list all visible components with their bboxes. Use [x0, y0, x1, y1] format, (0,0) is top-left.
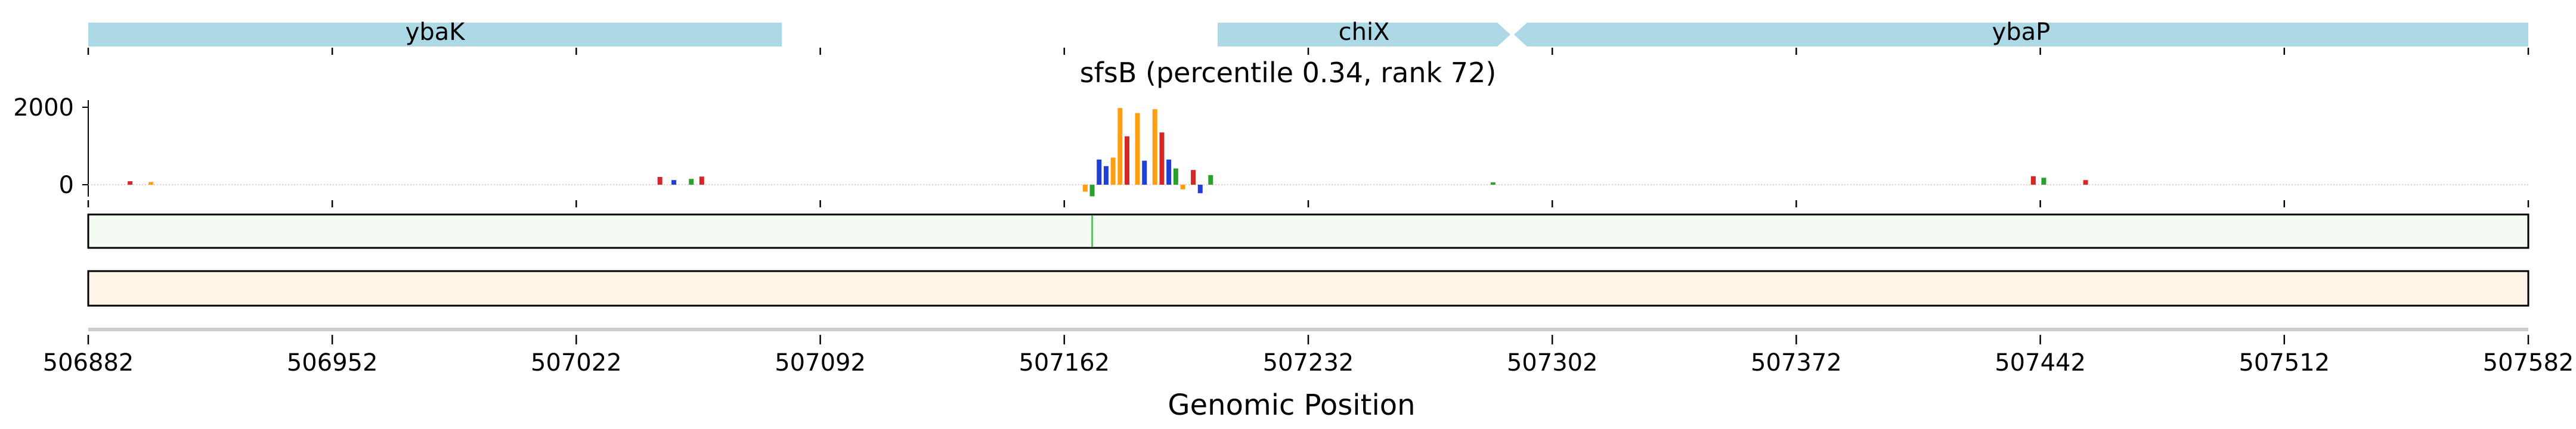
- x-tick-label: 507512: [2238, 349, 2330, 377]
- contribution-x-ticks: [87, 200, 2529, 207]
- logo-bar: [1135, 113, 1140, 185]
- logo-bar: [1117, 108, 1123, 185]
- logo-bar: [1097, 159, 1102, 185]
- chart-title: sfsB (percentile 0.34, rank 72): [1080, 57, 1497, 89]
- y-tick-label-2000: 2000: [13, 94, 74, 122]
- logo-bar: [671, 180, 677, 185]
- logo-bar: [128, 181, 133, 185]
- x-tick-label: 506882: [43, 349, 134, 377]
- logo-bar: [2041, 178, 2046, 185]
- logo-bar: [1125, 136, 1130, 185]
- gene-label-ybaP: ybaP: [1992, 18, 2051, 46]
- logo-bar: [1490, 182, 1496, 185]
- gene-ybaP: [1513, 23, 2528, 46]
- x-axis-label: Genomic Position: [1168, 388, 1415, 422]
- x-tick-label: 507442: [1995, 349, 2086, 377]
- logo-bar: [148, 182, 154, 185]
- logo-bar: [2083, 180, 2088, 185]
- gene-label-chiX: chiX: [1339, 18, 1390, 46]
- logo-bar: [1142, 160, 1147, 185]
- logo-bar: [2030, 176, 2036, 185]
- gene-ybaK: [88, 23, 782, 46]
- contribution-y-axis: 2000 0: [13, 94, 89, 199]
- logo-bar: [1197, 185, 1203, 194]
- x-tick-label: 507232: [1263, 349, 1354, 377]
- x-tick-label: 507162: [1018, 349, 1110, 377]
- gene-track-ticks: [87, 48, 2529, 55]
- logo-bar: [1173, 168, 1178, 185]
- logo-bar: [1152, 109, 1157, 185]
- gene-label-ybaK: ybaK: [405, 18, 466, 46]
- logo-bar: [657, 177, 662, 185]
- x-tick-label: 506952: [287, 349, 378, 377]
- x-tick-label: 507302: [1507, 349, 1598, 377]
- logo-bar: [1180, 185, 1185, 189]
- logo-bar: [1159, 132, 1165, 185]
- gene-track: ybaK chiX ybaP: [88, 18, 2528, 46]
- y-tick-label-0: 0: [59, 172, 74, 199]
- logo-bar: [1208, 175, 1213, 185]
- x-tick-label: 507092: [775, 349, 866, 377]
- score-track-2: [87, 270, 2529, 307]
- gene-chiX: [1218, 23, 1511, 46]
- x-tick-label: 507582: [2483, 349, 2574, 377]
- contribution-logo: [128, 108, 2088, 197]
- logo-bar: [689, 179, 694, 185]
- logo-bar: [1103, 166, 1109, 185]
- logo-bar: [699, 176, 704, 185]
- logo-bar: [1110, 157, 1116, 185]
- x-axis: 506882 506952 507022 507092 507162 507232 5073…: [43, 335, 2574, 377]
- score-track-1: [87, 213, 2529, 249]
- x-tick-label: 507372: [1751, 349, 1842, 377]
- x-tick-label: 507022: [531, 349, 622, 377]
- logo-bar: [1089, 185, 1095, 197]
- logo-bar: [1191, 170, 1196, 185]
- logo-bar: [1166, 159, 1172, 185]
- logo-bar: [1082, 185, 1088, 192]
